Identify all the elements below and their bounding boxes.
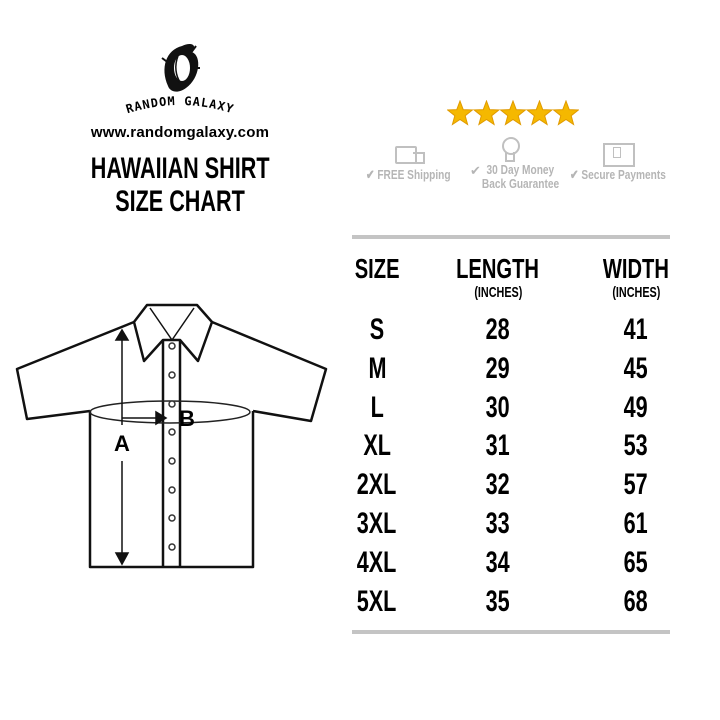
badge-label-line-1: 30 Day Money [486, 162, 554, 177]
star-icon [525, 99, 554, 126]
cell-width: 49 [623, 390, 649, 424]
cell-size: 3XL [357, 507, 397, 540]
cell-size: M [368, 351, 386, 385]
shirt-button-icon [168, 428, 176, 436]
cell-length: 35 [485, 584, 511, 618]
badge-label-line-2: Back Guarantee [481, 176, 559, 191]
cell-width: 68 [623, 584, 649, 618]
cell-size: S [369, 313, 385, 346]
title-line-2: SIZE CHART [115, 185, 245, 218]
cell-length: 32 [485, 468, 511, 502]
star-icon [446, 99, 474, 126]
table-top-rule [352, 235, 670, 239]
label-b: B [179, 406, 195, 431]
shirt-button-icon [168, 342, 176, 350]
cell-width: 53 [623, 429, 649, 463]
cell-width: 45 [623, 351, 649, 385]
header-length-unit: (INCHES) [473, 284, 522, 301]
cell-width: 65 [623, 545, 649, 579]
truck-cab [413, 152, 425, 164]
placket [161, 340, 182, 567]
star-icon [552, 99, 580, 126]
ribbon-icon [502, 137, 520, 155]
shirt-button-icon [168, 543, 176, 551]
truck-icon [395, 146, 417, 164]
svg-text:RANDOM GALAXY: RANDOM GALAXY [124, 94, 236, 116]
collar [132, 303, 214, 363]
cell-width: 61 [623, 507, 649, 540]
brand-url: www.randomgalaxy.com [90, 124, 270, 141]
header-width: WIDTH [602, 253, 670, 284]
cell-width: 57 [623, 468, 649, 502]
left-sleeve [15, 320, 135, 421]
shirt-button-icon [168, 514, 176, 522]
cell-width: 41 [623, 313, 649, 346]
table-bottom-rule [352, 630, 670, 634]
star-icon [499, 99, 527, 126]
cell-length: 31 [485, 429, 511, 463]
brand-name: RANDOM GALAXY [124, 94, 235, 116]
cell-size: 2XL [357, 468, 397, 502]
header-length: LENGTH [456, 253, 540, 284]
right-sleeve [211, 320, 328, 423]
header-width-unit: (INCHES) [611, 284, 660, 301]
cell-size: 5XL [357, 584, 397, 618]
shirt-button-icon [168, 457, 176, 465]
body [88, 411, 255, 569]
cell-length: 33 [485, 507, 511, 540]
label-a: A [114, 431, 130, 456]
shirt-diagram: A B [0, 290, 340, 585]
shirt-button-icon [168, 400, 176, 408]
lock-shackle [613, 147, 621, 158]
cell-length: 28 [485, 313, 511, 346]
ribbon-tails [505, 152, 515, 162]
shirt-button-icon [168, 371, 176, 379]
page-title: HAWAIIAN SHIRT SIZE CHART [40, 152, 320, 218]
star-icon [472, 99, 501, 126]
eye-logo-icon [161, 44, 200, 92]
cell-size: 4XL [357, 545, 397, 579]
cell-length: 29 [485, 351, 511, 385]
cell-length: 30 [485, 390, 511, 424]
length-arrow [114, 328, 168, 566]
shirt-button-icon [168, 486, 176, 494]
badge-label: FREE Shipping [377, 167, 451, 182]
lock-icon [603, 143, 635, 167]
cell-size: L [370, 390, 384, 424]
cell-length: 34 [485, 545, 511, 579]
brand-logo: RANDOM GALAXY [110, 38, 250, 128]
badge-label: Secure Payments [581, 167, 666, 182]
title-line-1: HAWAIIAN SHIRT [90, 152, 270, 185]
star-rating [446, 99, 580, 128]
header-size: SIZE [354, 253, 400, 284]
cell-size: XL [363, 429, 391, 463]
